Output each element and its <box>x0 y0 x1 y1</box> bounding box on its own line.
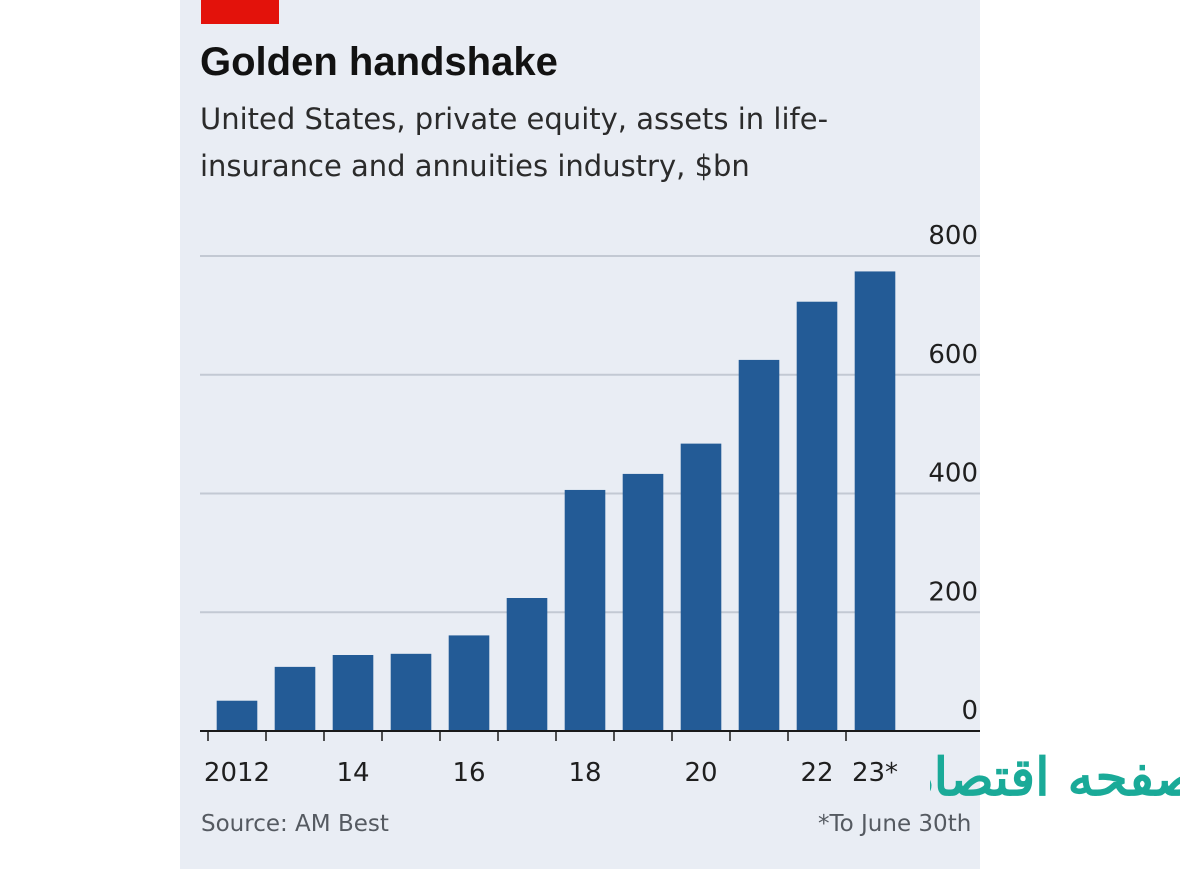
y-tick-label: 800 <box>928 221 978 251</box>
x-tick-label: 20 <box>684 758 717 788</box>
bar <box>274 666 316 731</box>
chart-subtitle: United States, private equity, assets in… <box>200 102 829 183</box>
watermark-text: صفحه اقتصاد <box>930 747 1180 808</box>
bar <box>390 653 432 731</box>
bar <box>506 598 548 731</box>
y-tick-label: 200 <box>928 577 978 607</box>
source-note: Source: AM Best <box>201 811 389 837</box>
y-tick-label: 600 <box>928 340 978 370</box>
footnote: *To June 30th <box>818 811 972 837</box>
x-tick-label: 2012 <box>204 758 270 788</box>
x-tick-label: 23* <box>852 758 898 788</box>
bar <box>564 489 606 731</box>
bar <box>332 655 374 731</box>
bar <box>854 271 896 731</box>
x-tick-label: 14 <box>336 758 369 788</box>
bar <box>796 301 838 731</box>
bar <box>738 359 780 731</box>
bar <box>622 473 664 731</box>
brand-tag <box>201 0 279 24</box>
bar <box>448 635 490 731</box>
bar <box>216 700 258 731</box>
y-tick-label: 400 <box>928 459 978 489</box>
x-tick-label: 22 <box>800 758 833 788</box>
chart-title: Golden handshake <box>200 40 558 84</box>
y-tick-label: 0 <box>961 696 978 726</box>
bar <box>680 443 722 731</box>
watermark-logo: صفحه اقتصاد <box>930 747 1180 808</box>
x-tick-label: 16 <box>452 758 485 788</box>
x-tick-label: 18 <box>568 758 601 788</box>
